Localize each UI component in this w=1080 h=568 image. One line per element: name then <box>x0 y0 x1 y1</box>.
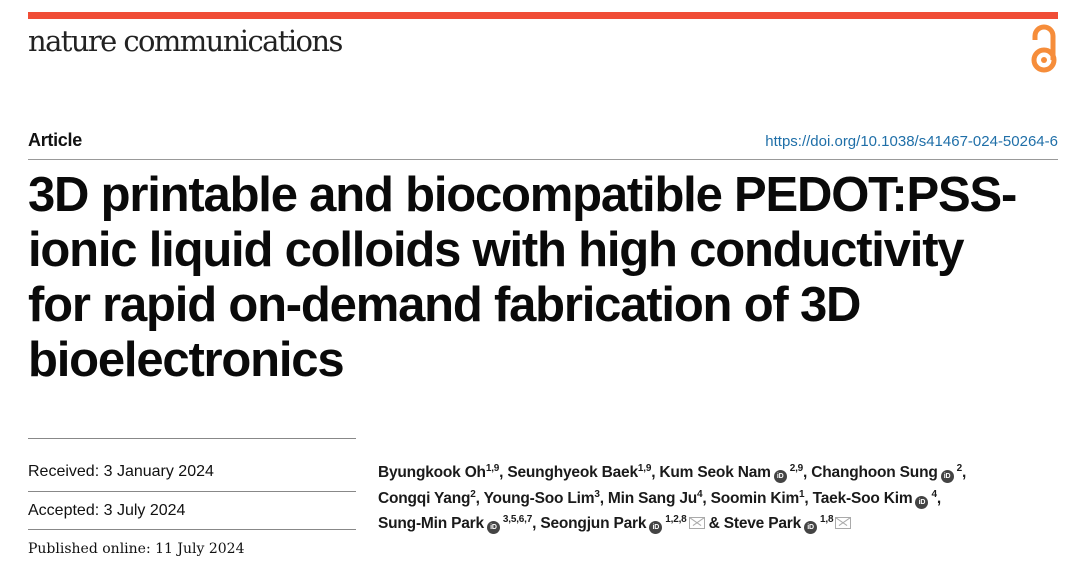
author-name[interactable]: Soomin Kim <box>710 489 800 507</box>
affiliation-numbers[interactable]: 2 <box>470 488 476 500</box>
affiliation-numbers[interactable]: 1 <box>799 488 805 500</box>
divider <box>28 159 1058 160</box>
affiliation-numbers[interactable]: 1,8 <box>820 514 834 525</box>
author-name[interactable]: Kum Seok Nam <box>659 464 771 481</box>
affiliation-numbers[interactable]: 4 <box>931 488 937 500</box>
author-separator: & <box>704 515 724 532</box>
orcid-icon[interactable]: iD <box>486 521 500 534</box>
received-date: Received: 3 January 2024 <box>28 438 356 492</box>
author-separator: , <box>499 464 508 481</box>
author[interactable]: Seunghyeok Baek1,9, <box>507 463 660 482</box>
author[interactable]: Steve Park iD1,8 <box>723 514 852 534</box>
author-separator: , <box>936 489 941 507</box>
author-separator: , <box>804 489 813 507</box>
email-icon[interactable] <box>835 517 852 529</box>
author-separator: , <box>651 464 660 481</box>
author-separator: , <box>803 464 812 481</box>
author-name[interactable]: Changhoon Sung <box>811 464 938 481</box>
author[interactable]: Soomin Kim1, <box>710 488 813 507</box>
title-line: for rapid on-demand fabrication of 3D <box>28 278 861 332</box>
affiliation-numbers[interactable]: 2,9 <box>789 463 804 474</box>
orcid-icon[interactable]: iD <box>940 470 954 483</box>
author-separator: , <box>702 489 711 507</box>
author[interactable]: Min Sang Ju4, <box>607 488 711 507</box>
author-name[interactable]: Seunghyeok Baek <box>507 464 638 481</box>
author-name[interactable]: Min Sang Ju <box>607 489 698 507</box>
affiliation-numbers[interactable]: 3 <box>594 488 600 500</box>
article-type: Article <box>28 130 82 150</box>
journal-logo[interactable]: nature communications <box>28 24 343 58</box>
author[interactable]: Kum Seok Nam iD2,9, <box>659 463 812 483</box>
orcid-icon[interactable]: iD <box>915 495 929 509</box>
author-name[interactable]: Seongjun Park <box>540 515 647 532</box>
author-name[interactable]: Young-Soo Lim <box>483 489 595 507</box>
accepted-date: Accepted: 3 July 2024 <box>28 492 356 530</box>
title-line: ionic liquid colloids with high conducti… <box>28 223 965 277</box>
affiliation-numbers[interactable]: 3,5,6,7 <box>502 514 533 525</box>
author-separator: , <box>599 489 608 507</box>
author-separator: , <box>532 515 541 532</box>
affiliation-numbers[interactable]: 1,9 <box>637 463 652 474</box>
author-separator: , <box>475 489 484 507</box>
affiliation-numbers[interactable]: 4 <box>697 488 703 500</box>
title-line: 3D printable and biocompatible PEDOT:PSS… <box>28 168 1017 222</box>
affiliation-numbers[interactable]: 1,2,8 <box>665 514 687 525</box>
affiliation-numbers[interactable]: 1,9 <box>485 463 500 474</box>
orcid-icon[interactable]: iD <box>804 521 818 534</box>
author-name[interactable]: Taek-Soo Kim <box>812 489 913 507</box>
author-name[interactable]: Steve Park <box>723 515 802 532</box>
doi-link[interactable]: https://doi.org/10.1038/s41467-024-50264… <box>765 133 1058 150</box>
journal-accent-bar <box>28 12 1058 19</box>
author[interactable]: Changhoon Sung iD2, <box>811 463 967 483</box>
email-icon[interactable] <box>688 517 705 529</box>
title-line: bioelectronics <box>28 333 345 387</box>
author-name[interactable]: Sung-Min Park <box>378 515 484 532</box>
author[interactable]: Taek-Soo Kim iD4, <box>812 488 941 509</box>
affiliation-numbers[interactable]: 2 <box>956 463 963 474</box>
author[interactable]: Seongjun Park iD1,2,8 & <box>540 514 724 534</box>
open-access-icon <box>1031 24 1057 73</box>
published-date: Published online: 11 July 2024 <box>28 541 245 557</box>
author[interactable]: Young-Soo Lim3, <box>483 488 608 507</box>
orcid-icon[interactable]: iD <box>773 470 787 483</box>
author-list: Byungkook Oh1,9, Seunghyeok Baek1,9, Kum… <box>378 460 1068 537</box>
author-separator: , <box>961 464 967 481</box>
author-name[interactable]: Congqi Yang <box>378 489 471 507</box>
author-name[interactable]: Byungkook Oh <box>378 464 486 481</box>
author[interactable]: Congqi Yang2, <box>378 488 484 507</box>
author[interactable]: Byungkook Oh1,9, <box>378 463 508 482</box>
orcid-icon[interactable]: iD <box>649 521 663 534</box>
author[interactable]: Sung-Min Park iD3,5,6,7, <box>378 514 541 534</box>
article-title: 3D printable and biocompatible PEDOT:PSS… <box>28 168 1017 388</box>
